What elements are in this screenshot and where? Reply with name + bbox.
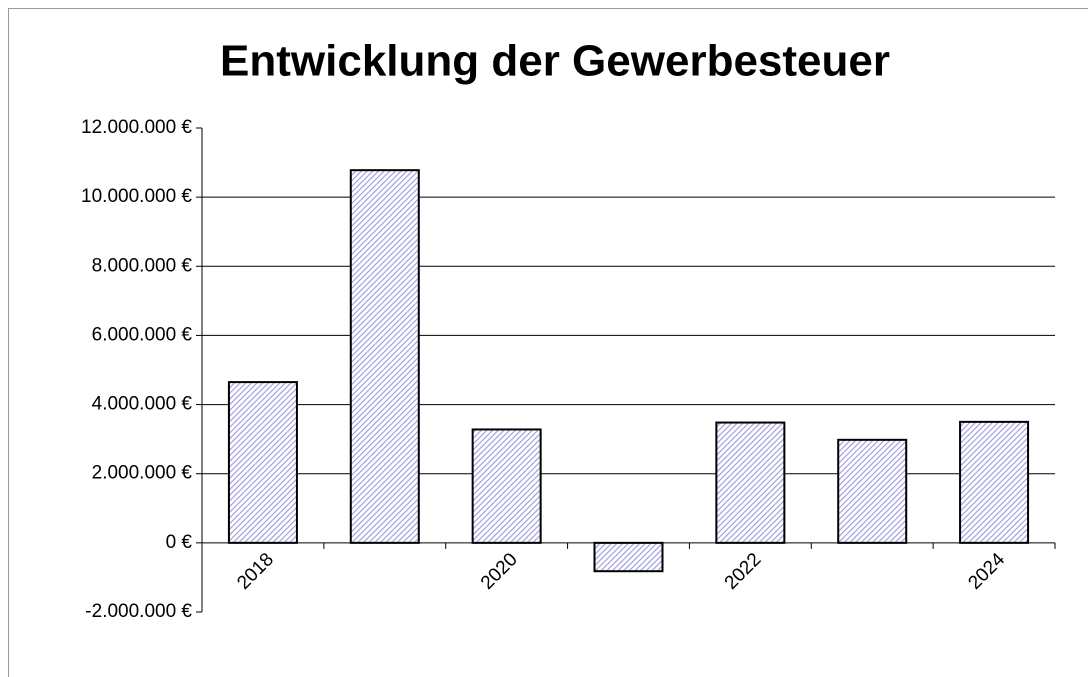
bar	[349, 169, 420, 544]
y-tick-label: 0 €	[166, 532, 193, 553]
y-tick-label: 12.000.000 €	[81, 117, 192, 138]
y-tick-label: 6.000.000 €	[92, 324, 193, 345]
y-tick-label: 8.000.000 €	[92, 255, 193, 276]
y-tick-label: 10.000.000 €	[81, 186, 192, 207]
x-tick-label: 2018	[233, 549, 278, 594]
x-tick-label: 2020	[477, 549, 522, 594]
y-tick-label: 2.000.000 €	[92, 463, 193, 484]
bar	[959, 420, 1030, 544]
x-tick-label: 2022	[721, 549, 766, 594]
chart-frame	[8, 8, 1088, 677]
y-tick-label: 4.000.000 €	[92, 394, 193, 415]
x-tick-label: 2024	[964, 549, 1009, 594]
y-tick-label: -2.000.000 €	[85, 601, 192, 622]
bar	[471, 428, 542, 544]
bar	[593, 541, 664, 573]
bar	[227, 381, 298, 544]
bar	[715, 421, 786, 544]
chart-title: Entwicklung der Gewerbesteuer	[220, 37, 890, 86]
bar	[837, 438, 908, 544]
